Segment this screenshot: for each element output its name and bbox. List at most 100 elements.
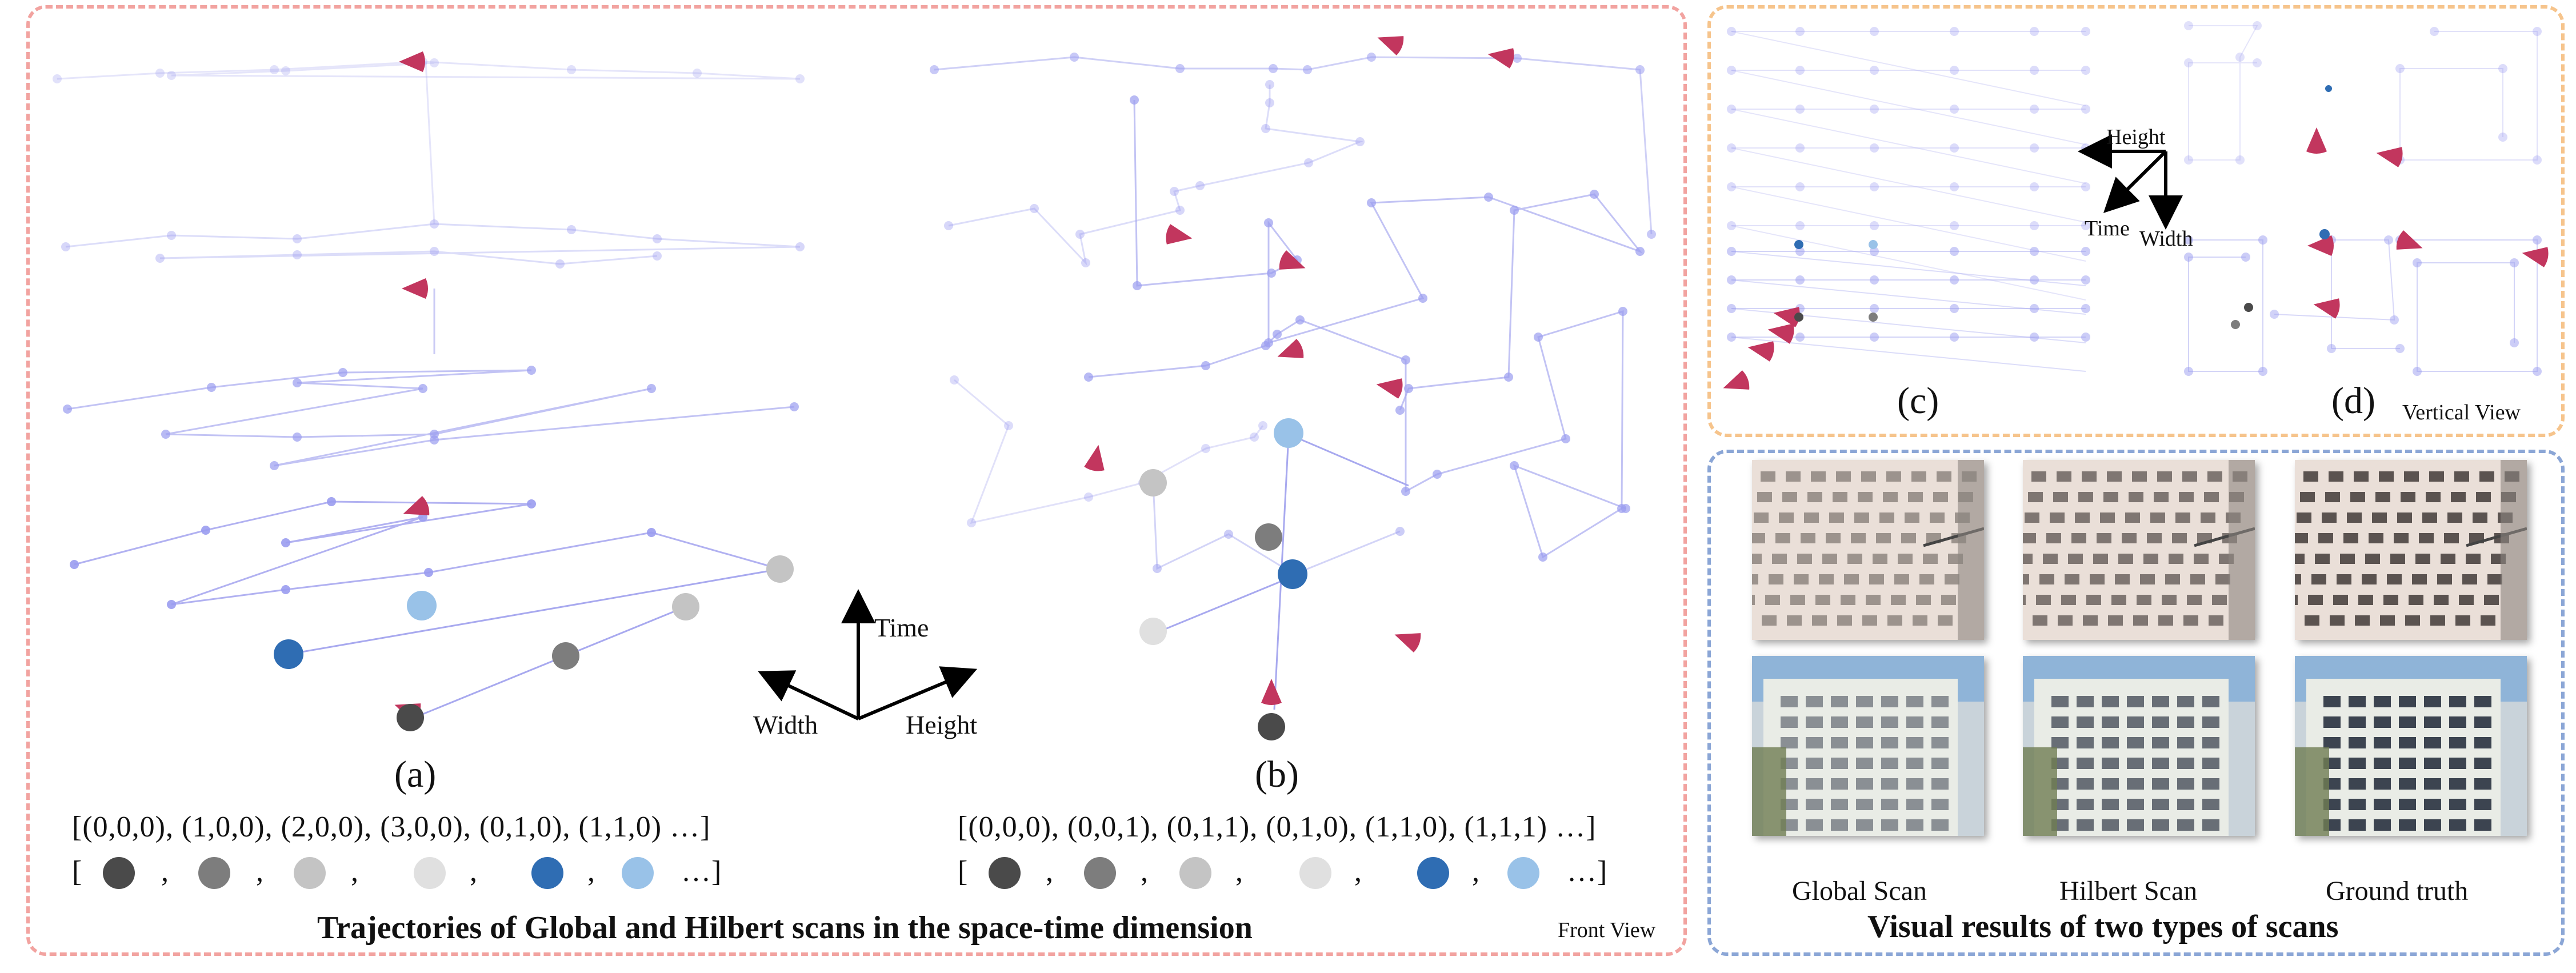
trajectory-node [1303,65,1312,74]
trajectory-node [1950,27,1959,36]
trajectory-node [207,383,216,392]
axis-label-width: Width [753,710,818,739]
sep: , [256,855,264,888]
sep: , [1235,855,1243,888]
trajectory-node [2533,235,2542,245]
direction-cone [1723,370,1750,390]
trajectory-node [2081,143,2090,153]
direction-cone [1166,224,1193,245]
trajectory-node [2533,367,2542,376]
panel-label-d: (d) [2331,380,2375,422]
trajectory-node [167,71,176,80]
sequence-dot [1278,559,1307,589]
trajectory-node [1727,143,1736,153]
trajectory-edge [2399,31,2538,161]
sequence-dot [766,555,794,583]
sequence-dot [294,857,326,889]
trajectory-node [1795,66,1805,75]
trajectory-node [2253,21,2262,30]
direction-cone [402,278,428,299]
trajectory-node [1261,341,1270,350]
trajectory-node [1950,105,1959,114]
trajectory-node [2184,235,2193,245]
trajectory-node [1130,95,1139,105]
sequence-dot [552,642,579,670]
trajectory-node [1950,66,1959,75]
trajectory-node [338,368,347,377]
trajectory-node [155,254,165,263]
trajectory-node [1401,487,1410,496]
trajectory-node [647,528,656,537]
trajectory-node [2184,253,2193,262]
sequence-dot [1417,857,1449,889]
hilbert-dots-open-bracket: [ [958,855,969,888]
trajectory-node [944,221,953,230]
trajectory-node [1133,281,1142,290]
sequence-dot [2319,229,2330,239]
direction-cone [2376,147,2403,167]
trajectory-node [2413,367,2422,376]
sequence-dot [1258,713,1285,740]
trajectory-node [167,231,176,240]
ground-truth-top [2295,460,2527,640]
trajectory-node [1727,275,1736,285]
trajectory-edge [2188,239,2263,372]
trajectory-node [1273,330,1282,339]
trajectory-node [2081,27,2090,36]
direction-cone [1084,445,1105,471]
trajectory-node [2184,155,2193,165]
trajectory-node [1513,54,1522,63]
trajectory-node [1727,182,1736,191]
trajectory-node [2030,105,2039,114]
direction-cone [2313,298,2340,319]
trajectory-node [424,568,433,577]
trajectory-node [281,66,290,75]
trajectory-node [1590,190,1599,199]
hilbert-dots-close: …] [1567,855,1608,888]
trajectory-node [527,499,536,508]
trajectory-node [795,74,805,83]
sequence-dot [1869,240,1878,249]
trajectory-node [1795,275,1805,285]
trajectory-node [2510,258,2519,267]
global-scan-trajectory [53,51,805,731]
trajectory-node [1870,221,1879,230]
trajectory-node [1727,221,1736,230]
direction-cone [2306,127,2327,154]
trajectory-node [2395,64,2405,73]
right-panel-title: Visual results of two types of scans [1867,909,2339,944]
trajectory-node [1084,373,1093,382]
vertical-view-label: Vertical View [2402,401,2521,425]
trajectory-node [790,402,799,411]
trajectory-node [2241,253,2250,262]
sequence-dot [1139,469,1167,496]
trajectory-node [281,585,290,594]
direction-cone [2307,235,2334,256]
trajectory-edge [65,223,801,265]
trajectory-node [2184,367,2193,376]
trajectory-node [567,225,576,234]
trajectory-node [1433,470,1442,479]
sequence-dot [1274,418,1303,448]
caption-global-scan: Global Scan [1792,876,1927,906]
trajectory-node [1084,492,1093,502]
trajectory-edge [948,85,1363,266]
direction-cone [1279,250,1306,270]
trajectory-node [293,234,302,243]
trajectory-node [1201,444,1210,453]
trajectory-node [1870,66,1879,75]
global-scan-result-top [1752,460,1984,640]
trajectory-node [1030,204,1039,213]
trajectory-node [418,384,427,393]
trajectory-node [1195,181,1205,190]
trajectory-node [950,375,959,385]
trajectory-node [1504,373,1513,382]
trajectory-node [795,242,805,251]
trajectory-node [1870,333,1879,342]
trajectory-node [2327,344,2336,353]
trajectory-node [1538,552,1547,562]
trajectory-node [2081,275,2090,285]
caption-hilbert-scan: Hilbert Scan [2059,876,2198,906]
trajectory-node [1395,527,1405,536]
